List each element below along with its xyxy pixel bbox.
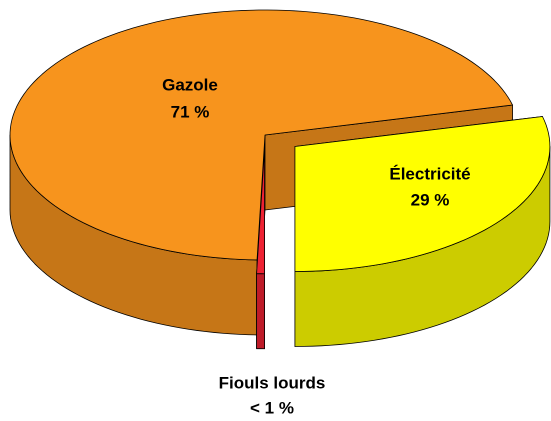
slice-label: Électricité — [389, 164, 470, 183]
slice-value-label: 71 % — [171, 102, 210, 121]
slice-value-label: 29 % — [411, 190, 450, 209]
slice-side — [256, 273, 265, 350]
pie — [9, 9, 551, 350]
slice — [9, 9, 513, 261]
slice-label: Gazole — [162, 75, 218, 94]
slice — [256, 148, 265, 275]
slice-value-label: < 1 % — [250, 398, 294, 417]
slice — [294, 116, 551, 272]
slice-label: Fiouls lourds — [219, 373, 326, 392]
